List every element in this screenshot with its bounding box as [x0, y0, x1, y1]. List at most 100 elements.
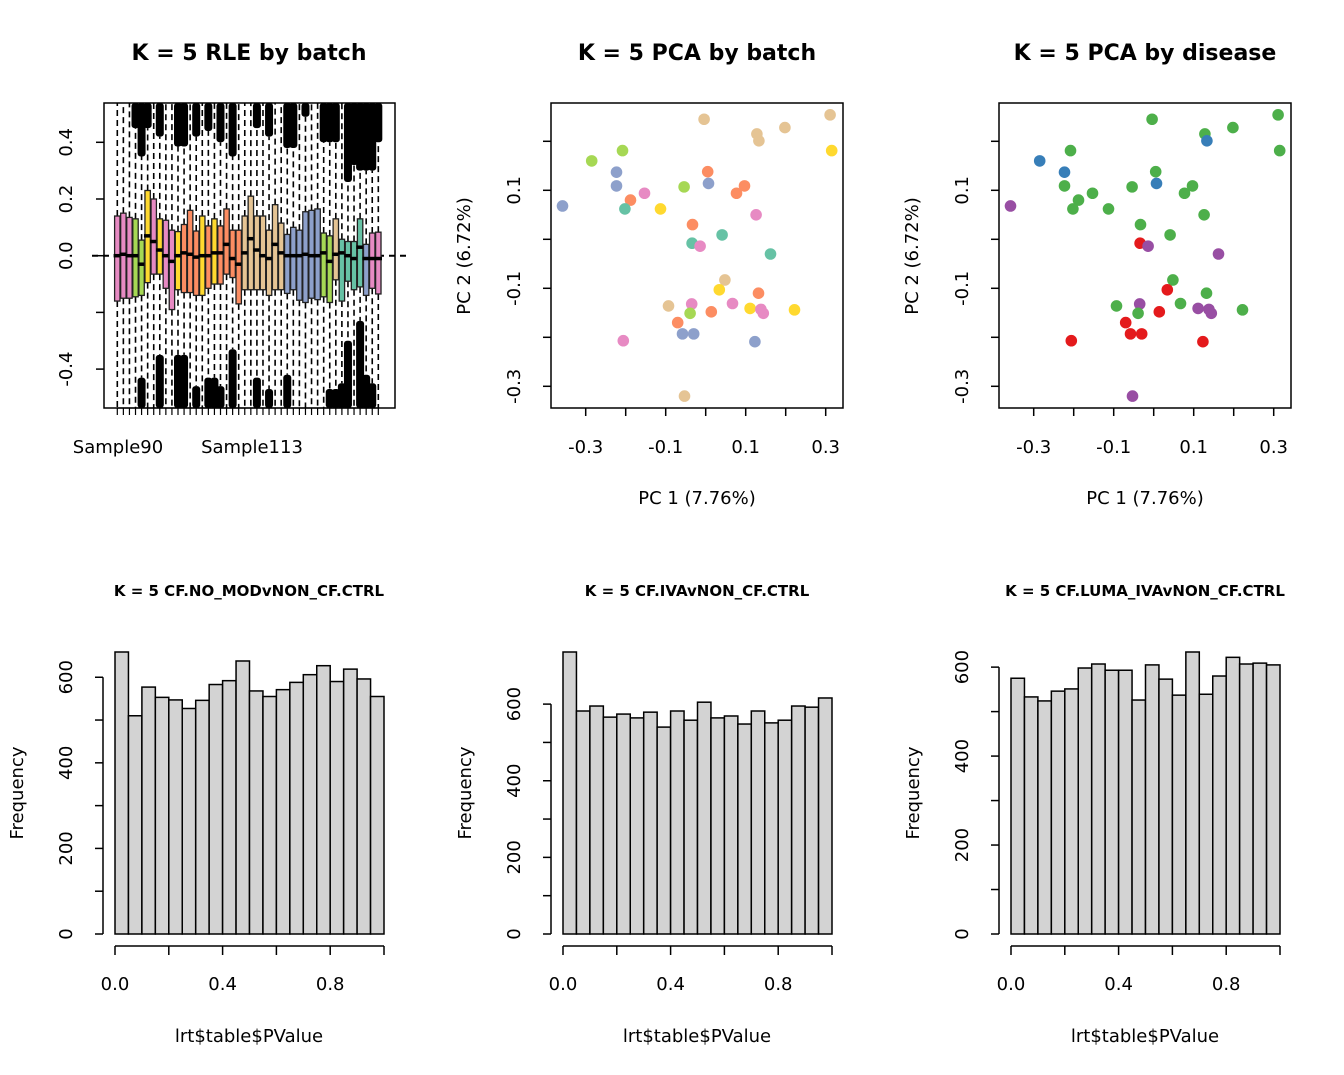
- rle-outliers-upper: [143, 103, 152, 129]
- rle-y-tick-label: 0.2: [56, 185, 77, 214]
- pca-batch-point: [738, 180, 751, 192]
- hist1-bar: [208, 683, 224, 935]
- rle-box: [277, 222, 285, 291]
- rle-outliers-lower: [325, 388, 334, 408]
- rle-outliers-upper: [265, 103, 274, 137]
- pca-disease-point: [1124, 328, 1137, 340]
- rle-outliers-upper: [216, 103, 225, 143]
- hist2-bar: [817, 697, 833, 935]
- hist3-y-tick-label: 0: [952, 928, 973, 939]
- rle-outliers-upper: [325, 103, 334, 143]
- rle-outliers-upper: [180, 103, 189, 147]
- rle-x-tick-label: Sample113: [201, 437, 303, 458]
- hist2-bar: [616, 713, 631, 935]
- rle-box: [344, 240, 352, 282]
- pca-batch-point: [619, 203, 631, 215]
- rle-box: [126, 216, 133, 299]
- hist1-bar: [369, 695, 385, 935]
- hist2-bar: [602, 716, 618, 935]
- hist1-title: K = 5 CF.NO_MODvNON_CF.CTRL: [114, 582, 385, 600]
- hist1-bar: [316, 664, 331, 935]
- rle-box: [259, 215, 267, 291]
- pca-disease-point: [1161, 283, 1174, 296]
- hist2-y-axis-title: Frequency: [455, 746, 476, 839]
- hist3-bar: [1158, 678, 1174, 935]
- hist2-bar: [669, 710, 685, 935]
- pca-batch-point: [676, 328, 689, 340]
- rle-box: [368, 232, 376, 289]
- hist2-y-tick-label: 400: [504, 764, 525, 798]
- rle-x-tick-label: Sample90: [73, 437, 163, 458]
- hist3-bar: [1198, 693, 1214, 935]
- pca-disease-point: [1149, 165, 1162, 178]
- pca-disease-point: [1192, 302, 1204, 315]
- rle-box: [150, 198, 158, 275]
- hist3-bar: [1185, 651, 1201, 935]
- hist3-bar: [1117, 669, 1133, 935]
- hist2-x-tick-label: 0.8: [764, 974, 793, 995]
- hist2-bar: [804, 706, 820, 935]
- hist1-bar: [221, 679, 237, 935]
- rle-box: [332, 218, 340, 281]
- hist2-bar: [575, 710, 591, 935]
- pca-disease-x-axis-title: PC 1 (7.76%): [1086, 488, 1204, 509]
- hist2-bar: [642, 711, 658, 935]
- hist3-bar: [1238, 663, 1254, 935]
- pca-disease-point: [1072, 194, 1085, 206]
- pca-disease-x-tick-label: -0.3: [1016, 437, 1051, 458]
- pca-disease-y-axis-title: PC 2 (6.72%): [902, 197, 923, 315]
- pca-disease-point: [1200, 287, 1213, 300]
- hist1-bar: [302, 673, 318, 935]
- pca-batch-point: [662, 300, 675, 312]
- hist3-title: K = 5 CF.LUMA_IVAvNON_CF.CTRL: [1005, 582, 1285, 600]
- rle-box: [296, 229, 303, 301]
- hist3-y-axis-title: Frequency: [903, 746, 924, 839]
- pca-disease-title: K = 5 PCA by disease: [1014, 41, 1277, 66]
- rle-outliers-upper: [350, 103, 359, 165]
- pca-batch-point: [750, 209, 762, 221]
- hist2-bar: [629, 717, 645, 935]
- pca-disease-point: [1174, 297, 1187, 310]
- rle-box: [247, 195, 255, 291]
- pca-batch-y-tick-label: 0.1: [504, 176, 525, 205]
- rle-outliers-lower: [137, 377, 146, 408]
- pca-disease-point: [1186, 180, 1199, 192]
- rle-outliers-lower: [283, 374, 292, 408]
- rle-box: [180, 223, 188, 294]
- hist2-bar: [764, 722, 779, 935]
- rle-outliers-lower: [337, 383, 346, 408]
- rle-box: [362, 243, 370, 297]
- rle-outliers-upper: [228, 103, 237, 157]
- hist3-bar: [1131, 699, 1147, 935]
- rle-outliers-upper: [362, 103, 371, 171]
- rle-box: [374, 231, 382, 295]
- pca-disease-point: [1212, 248, 1225, 260]
- rle-outliers-lower: [343, 340, 352, 408]
- pca-disease-point: [1058, 166, 1071, 178]
- rle-box: [138, 239, 145, 297]
- pca-batch-point: [678, 181, 690, 193]
- hist3-x-tick-label: 0.8: [1212, 974, 1241, 995]
- rle-outliers-lower: [331, 388, 340, 408]
- rle-outliers-upper: [155, 103, 164, 137]
- pca-disease-point: [1135, 328, 1148, 340]
- pca-batch-point: [719, 274, 731, 286]
- rle-outliers-lower: [265, 388, 274, 408]
- rle-outliers-upper: [368, 103, 377, 171]
- hist3-bar: [1023, 696, 1039, 935]
- pca-disease-x-tick-label: -0.1: [1096, 437, 1131, 458]
- pca-disease-point: [1126, 390, 1139, 402]
- rle-box: [289, 226, 297, 291]
- rle-box: [168, 229, 176, 311]
- pca-batch-point: [654, 203, 667, 215]
- hist3-y-tick-label: 200: [952, 828, 973, 862]
- rle-outliers-upper: [204, 103, 213, 131]
- pca-disease-point: [1004, 200, 1017, 212]
- pca-batch-point: [678, 390, 691, 402]
- rle-outliers-lower: [155, 354, 164, 408]
- rle-outliers-lower: [362, 374, 371, 408]
- rle-outliers-upper: [356, 103, 365, 171]
- rle-box: [217, 225, 224, 285]
- hist1-bar: [168, 699, 184, 935]
- rle-outliers-lower: [356, 320, 365, 408]
